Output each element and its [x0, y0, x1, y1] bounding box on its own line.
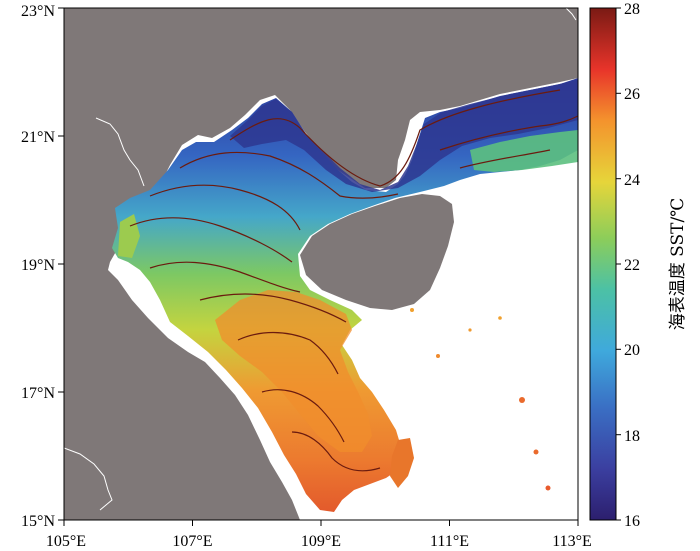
- lon-tick-label: 107°E: [172, 533, 212, 550]
- hainan-island: [300, 194, 454, 310]
- lon-tick-label: 105°E: [46, 533, 86, 550]
- lat-tick-label: 23°N: [21, 3, 55, 20]
- colorbar-tick-label: 28: [624, 1, 640, 18]
- longitude-axis: 105°E 107°E 109°E 111°E 113°E: [46, 520, 592, 550]
- lon-tick-label: 109°E: [301, 533, 341, 550]
- land-borders: [64, 8, 577, 511]
- colorbar-ticks: 16 18 20 22 24 26 28: [616, 1, 640, 530]
- map-panel: [64, 8, 578, 520]
- colorbar-tick-label: 24: [624, 172, 640, 189]
- colorbar-tick-label: 18: [624, 428, 640, 445]
- colorbar-title: 海表温度 SST/℃: [668, 198, 688, 330]
- mainland-land: [64, 8, 578, 520]
- colorbar-tick-label: 26: [624, 86, 640, 103]
- lon-tick-label: 111°E: [430, 533, 469, 550]
- lon-tick-label: 113°E: [552, 533, 592, 550]
- lat-tick-label: 19°N: [21, 257, 55, 274]
- colorbar-gradient: [589, 7, 617, 521]
- lat-tick-label: 21°N: [21, 129, 55, 146]
- lat-tick-label: 17°N: [21, 385, 55, 402]
- latitude-axis: 15°N 17°N 19°N 21°N 23°N: [21, 3, 64, 530]
- lat-tick-label: 15°N: [21, 513, 55, 530]
- colorbar-tick-label: 20: [624, 342, 640, 359]
- sst-field: [112, 78, 578, 512]
- colorbar: 16 18 20 22 24 26 28 海表温度 SST/℃: [589, 1, 688, 530]
- sst-contours: [129, 89, 578, 472]
- colorbar-tick-label: 16: [624, 513, 640, 530]
- colorbar-tick-label: 22: [624, 257, 640, 274]
